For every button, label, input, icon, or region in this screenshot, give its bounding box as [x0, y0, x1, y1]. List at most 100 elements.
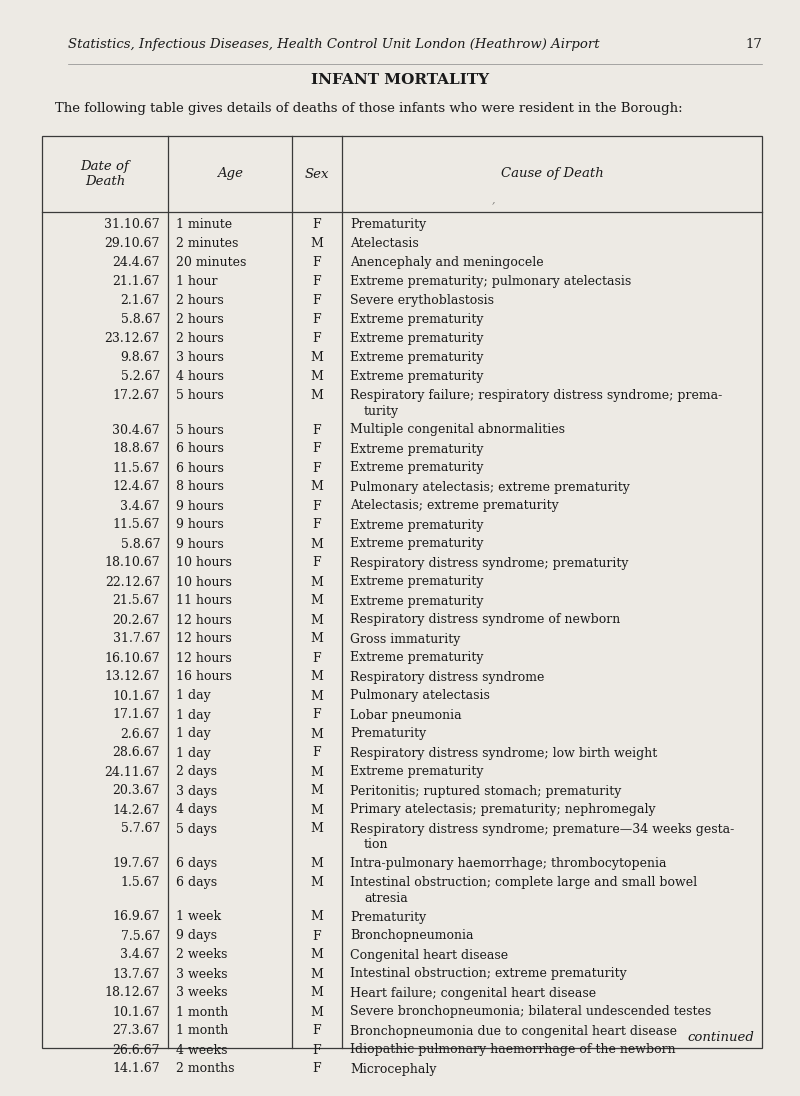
Text: 1 day: 1 day [176, 689, 210, 703]
Text: 5.8.67: 5.8.67 [121, 537, 160, 550]
Text: 2 months: 2 months [176, 1062, 234, 1075]
Text: 9 days: 9 days [176, 929, 217, 943]
Text: Respiratory distress syndrome of newborn: Respiratory distress syndrome of newborn [350, 614, 620, 627]
Text: Anencephaly and meningocele: Anencephaly and meningocele [350, 256, 544, 269]
Text: 4 days: 4 days [176, 803, 217, 817]
Text: 31.10.67: 31.10.67 [104, 218, 160, 231]
Text: Bronchopneumonia: Bronchopneumonia [350, 929, 474, 943]
Text: Intra-pulmonary haemorrhage; thrombocytopenia: Intra-pulmonary haemorrhage; thrombocyto… [350, 857, 666, 870]
Text: 5.2.67: 5.2.67 [121, 370, 160, 383]
Text: 3 days: 3 days [176, 785, 217, 798]
Text: Cause of Death: Cause of Death [501, 168, 603, 181]
Text: 7.5.67: 7.5.67 [121, 929, 160, 943]
Text: Pulmonary atelectasis: Pulmonary atelectasis [350, 689, 490, 703]
Text: 14.1.67: 14.1.67 [112, 1062, 160, 1075]
Text: 3 hours: 3 hours [176, 351, 224, 364]
Text: 5 hours: 5 hours [176, 423, 224, 436]
Text: F: F [313, 929, 322, 943]
Text: 6 days: 6 days [176, 876, 217, 889]
Text: F: F [313, 218, 322, 231]
Text: M: M [310, 857, 323, 870]
Text: 24.4.67: 24.4.67 [113, 256, 160, 269]
Text: 5.7.67: 5.7.67 [121, 822, 160, 835]
Text: 27.3.67: 27.3.67 [113, 1025, 160, 1038]
Text: M: M [310, 911, 323, 924]
Text: 2.6.67: 2.6.67 [121, 728, 160, 741]
Text: M: M [310, 575, 323, 589]
Text: F: F [313, 1062, 322, 1075]
Text: F: F [313, 1043, 322, 1057]
Text: M: M [310, 822, 323, 835]
Text: F: F [313, 294, 322, 307]
Text: 3.4.67: 3.4.67 [120, 948, 160, 961]
Text: 1 day: 1 day [176, 728, 210, 741]
Text: INFANT MORTALITY: INFANT MORTALITY [311, 73, 489, 87]
Text: Prematurity: Prematurity [350, 728, 426, 741]
Text: M: M [310, 803, 323, 817]
Text: 2 hours: 2 hours [176, 332, 224, 345]
Text: Gross immaturity: Gross immaturity [350, 632, 460, 646]
Text: M: M [310, 614, 323, 627]
Text: Respiratory failure; respiratory distress syndrome; prema-: Respiratory failure; respiratory distres… [350, 389, 722, 402]
Text: 16.10.67: 16.10.67 [104, 651, 160, 664]
Text: 22.12.67: 22.12.67 [105, 575, 160, 589]
Text: Peritonitis; ruptured stomach; prematurity: Peritonitis; ruptured stomach; prematuri… [350, 785, 622, 798]
Text: Multiple congenital abnormalities: Multiple congenital abnormalities [350, 423, 565, 436]
Text: 17: 17 [745, 38, 762, 52]
Text: 13.12.67: 13.12.67 [105, 671, 160, 684]
Text: 2 minutes: 2 minutes [176, 237, 238, 250]
Text: Statistics, Infectious Diseases, Health Control Unit London (Heathrow) Airport: Statistics, Infectious Diseases, Health … [68, 38, 600, 52]
Text: 20 minutes: 20 minutes [176, 256, 246, 269]
Text: Extreme prematurity: Extreme prematurity [350, 575, 483, 589]
Text: 6 hours: 6 hours [176, 461, 224, 475]
Text: 3.4.67: 3.4.67 [120, 500, 160, 513]
Text: M: M [310, 876, 323, 889]
Text: F: F [313, 746, 322, 760]
Text: F: F [313, 461, 322, 475]
Text: Lobar pneumonia: Lobar pneumonia [350, 708, 462, 721]
Text: 13.7.67: 13.7.67 [113, 968, 160, 981]
Bar [42, 136, 762, 1048]
Text: M: M [310, 537, 323, 550]
Text: Date of
Death: Date of Death [81, 160, 130, 189]
Text: M: M [310, 480, 323, 493]
Text: 1 minute: 1 minute [176, 218, 232, 231]
Text: M: M [310, 785, 323, 798]
Text: 2 weeks: 2 weeks [176, 948, 227, 961]
Text: 20.2.67: 20.2.67 [113, 614, 160, 627]
Text: 24.11.67: 24.11.67 [105, 765, 160, 778]
Text: Atelectasis: Atelectasis [350, 237, 418, 250]
Text: M: M [310, 1005, 323, 1018]
Text: 28.6.67: 28.6.67 [113, 746, 160, 760]
Text: 11 hours: 11 hours [176, 594, 232, 607]
Text: Extreme prematurity: Extreme prematurity [350, 651, 483, 664]
Text: continued: continued [687, 1031, 754, 1044]
Text: 4 weeks: 4 weeks [176, 1043, 227, 1057]
Text: Respiratory distress syndrome: Respiratory distress syndrome [350, 671, 544, 684]
Text: 16 hours: 16 hours [176, 671, 232, 684]
Text: M: M [310, 632, 323, 646]
Text: F: F [313, 557, 322, 570]
Text: M: M [310, 351, 323, 364]
Text: F: F [313, 443, 322, 456]
Text: M: M [310, 594, 323, 607]
Text: 5.8.67: 5.8.67 [121, 313, 160, 326]
Text: F: F [313, 500, 322, 513]
Text: 8 hours: 8 hours [176, 480, 224, 493]
Text: F: F [313, 518, 322, 532]
Text: 9 hours: 9 hours [176, 500, 224, 513]
Text: Respiratory distress syndrome; prematurity: Respiratory distress syndrome; prematuri… [350, 557, 629, 570]
Text: 31.7.67: 31.7.67 [113, 632, 160, 646]
Text: 10 hours: 10 hours [176, 575, 232, 589]
Text: F: F [313, 1025, 322, 1038]
Text: 1 hour: 1 hour [176, 275, 218, 288]
Text: Extreme prematurity: Extreme prematurity [350, 370, 483, 383]
Text: 2.1.67: 2.1.67 [121, 294, 160, 307]
Text: M: M [310, 986, 323, 1000]
Text: Extreme prematurity; pulmonary atelectasis: Extreme prematurity; pulmonary atelectas… [350, 275, 631, 288]
Text: Extreme prematurity: Extreme prematurity [350, 518, 483, 532]
Text: 6 days: 6 days [176, 857, 217, 870]
Text: 10.1.67: 10.1.67 [112, 689, 160, 703]
Text: F: F [313, 651, 322, 664]
Text: 12.4.67: 12.4.67 [113, 480, 160, 493]
